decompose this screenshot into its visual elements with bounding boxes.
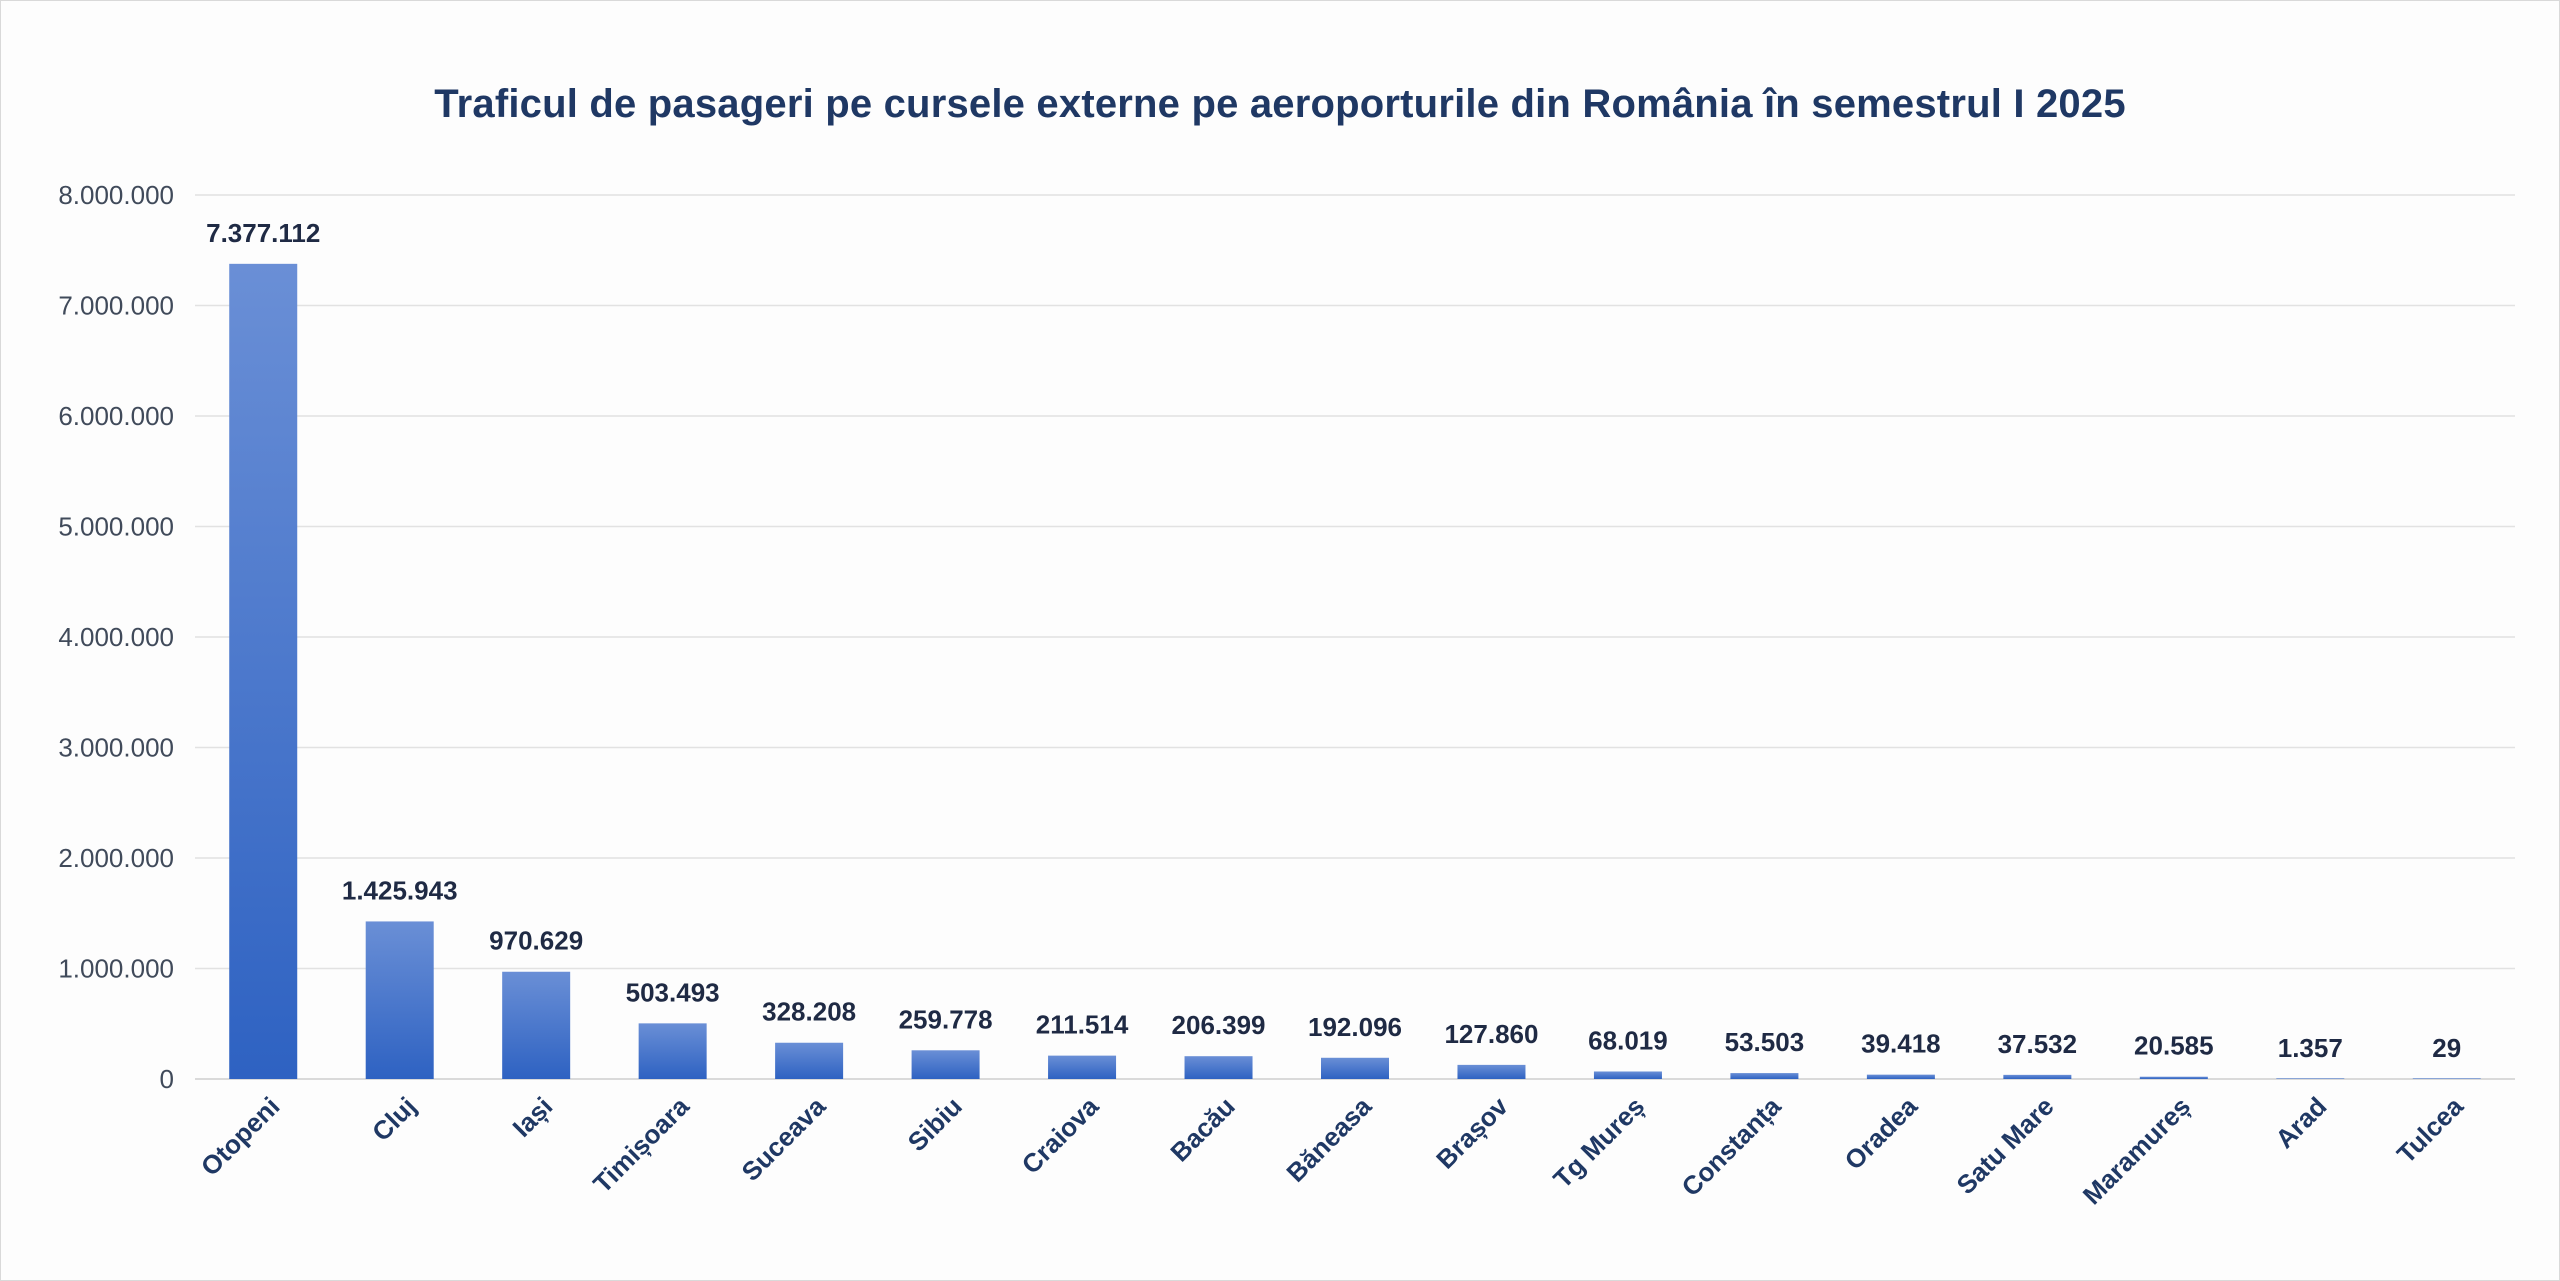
x-tick-label: Satu Mare	[1951, 1091, 2060, 1200]
x-tick-label: Tulcea	[2391, 1091, 2469, 1169]
x-tick-label: Suceava	[736, 1091, 832, 1187]
data-label: 7.377.112	[206, 218, 320, 248]
gridlines	[195, 194, 2515, 1080]
x-tick-label: Timișoara	[587, 1091, 695, 1199]
bar-4	[775, 1042, 844, 1079]
x-tick-label: Iași	[507, 1091, 559, 1143]
bar-10	[1593, 1071, 1662, 1079]
bar-7	[1184, 1056, 1253, 1079]
x-tick-label: Otopeni	[195, 1091, 286, 1182]
data-label: 503.493	[626, 977, 720, 1007]
data-label: 211.514	[1036, 1010, 1129, 1040]
data-label: 20.585	[2134, 1031, 2214, 1061]
x-tick-label: Bacău	[1164, 1091, 1240, 1167]
data-label: 259.778	[899, 1004, 993, 1034]
x-tick-label: Arad	[2269, 1091, 2332, 1154]
y-tick-label: 4.000.000	[58, 622, 174, 652]
y-axis-ticks: 0 1.000.000 2.000.000 3.000.000 4.000.000 5.0…	[58, 180, 174, 1094]
x-tick-label: Tg Mureș	[1547, 1091, 1650, 1194]
bar-13	[2003, 1074, 2072, 1079]
bar-9	[1457, 1064, 1526, 1079]
data-label: 29	[2432, 1033, 2461, 1063]
x-tick-label: Oradea	[1839, 1091, 1924, 1176]
chart-title: Traficul de pasageri pe cursele externe …	[434, 82, 2126, 126]
bar-8	[1321, 1057, 1389, 1079]
x-tick-label: Brașov	[1430, 1091, 1514, 1175]
bar-14	[2139, 1076, 2208, 1079]
x-tick-label: Constanța	[1676, 1091, 1787, 1202]
y-tick-label: 6.000.000	[58, 401, 174, 431]
x-tick-label: Cluj	[366, 1091, 422, 1147]
x-axis-labels: Otopeni Cluj Iași Timișoara Suceava Sibiu Crai…	[195, 1091, 2470, 1211]
x-tick-label: Sibiu	[902, 1091, 968, 1157]
y-tick-label: 1.000.000	[58, 954, 174, 984]
data-label: 68.019	[1588, 1025, 1668, 1055]
y-tick-label: 5.000.000	[58, 512, 174, 542]
bar-3	[638, 1023, 707, 1079]
bar-15	[2276, 1078, 2345, 1079]
x-tick-label: Băneasa	[1280, 1091, 1377, 1188]
data-label: 37.532	[1998, 1029, 2078, 1059]
bar-6	[1048, 1055, 1117, 1079]
data-label: 1.425.943	[342, 875, 458, 905]
x-tick-label: Maramureș	[2077, 1091, 2196, 1210]
data-label: 53.503	[1725, 1027, 1805, 1057]
bar-0	[229, 263, 298, 1080]
y-tick-label: 7.000.000	[58, 291, 174, 321]
bar-16	[2412, 1078, 2481, 1079]
bar-2	[502, 971, 571, 1079]
data-label: 39.418	[1861, 1029, 1941, 1059]
data-label: 192.096	[1308, 1012, 1402, 1042]
y-tick-label: 0	[160, 1064, 174, 1094]
y-tick-label: 3.000.000	[58, 733, 174, 763]
data-label: 970.629	[489, 926, 583, 956]
data-label: 127.860	[1444, 1019, 1538, 1049]
bars	[229, 263, 2481, 1080]
data-label: 328.208	[762, 997, 856, 1027]
data-labels: 7.377.112 1.425.943 970.629 503.493 328.208 2…	[206, 218, 2461, 1063]
bar-1	[365, 921, 434, 1079]
data-label: 1.357	[2278, 1033, 2343, 1063]
bar-5	[911, 1050, 980, 1079]
bar-11	[1730, 1073, 1799, 1079]
x-tick-label: Craiova	[1016, 1091, 1105, 1180]
y-tick-label: 2.000.000	[58, 843, 174, 873]
y-tick-label: 8.000.000	[58, 180, 174, 210]
bar-12	[1866, 1074, 1935, 1079]
data-label: 206.399	[1172, 1010, 1266, 1040]
